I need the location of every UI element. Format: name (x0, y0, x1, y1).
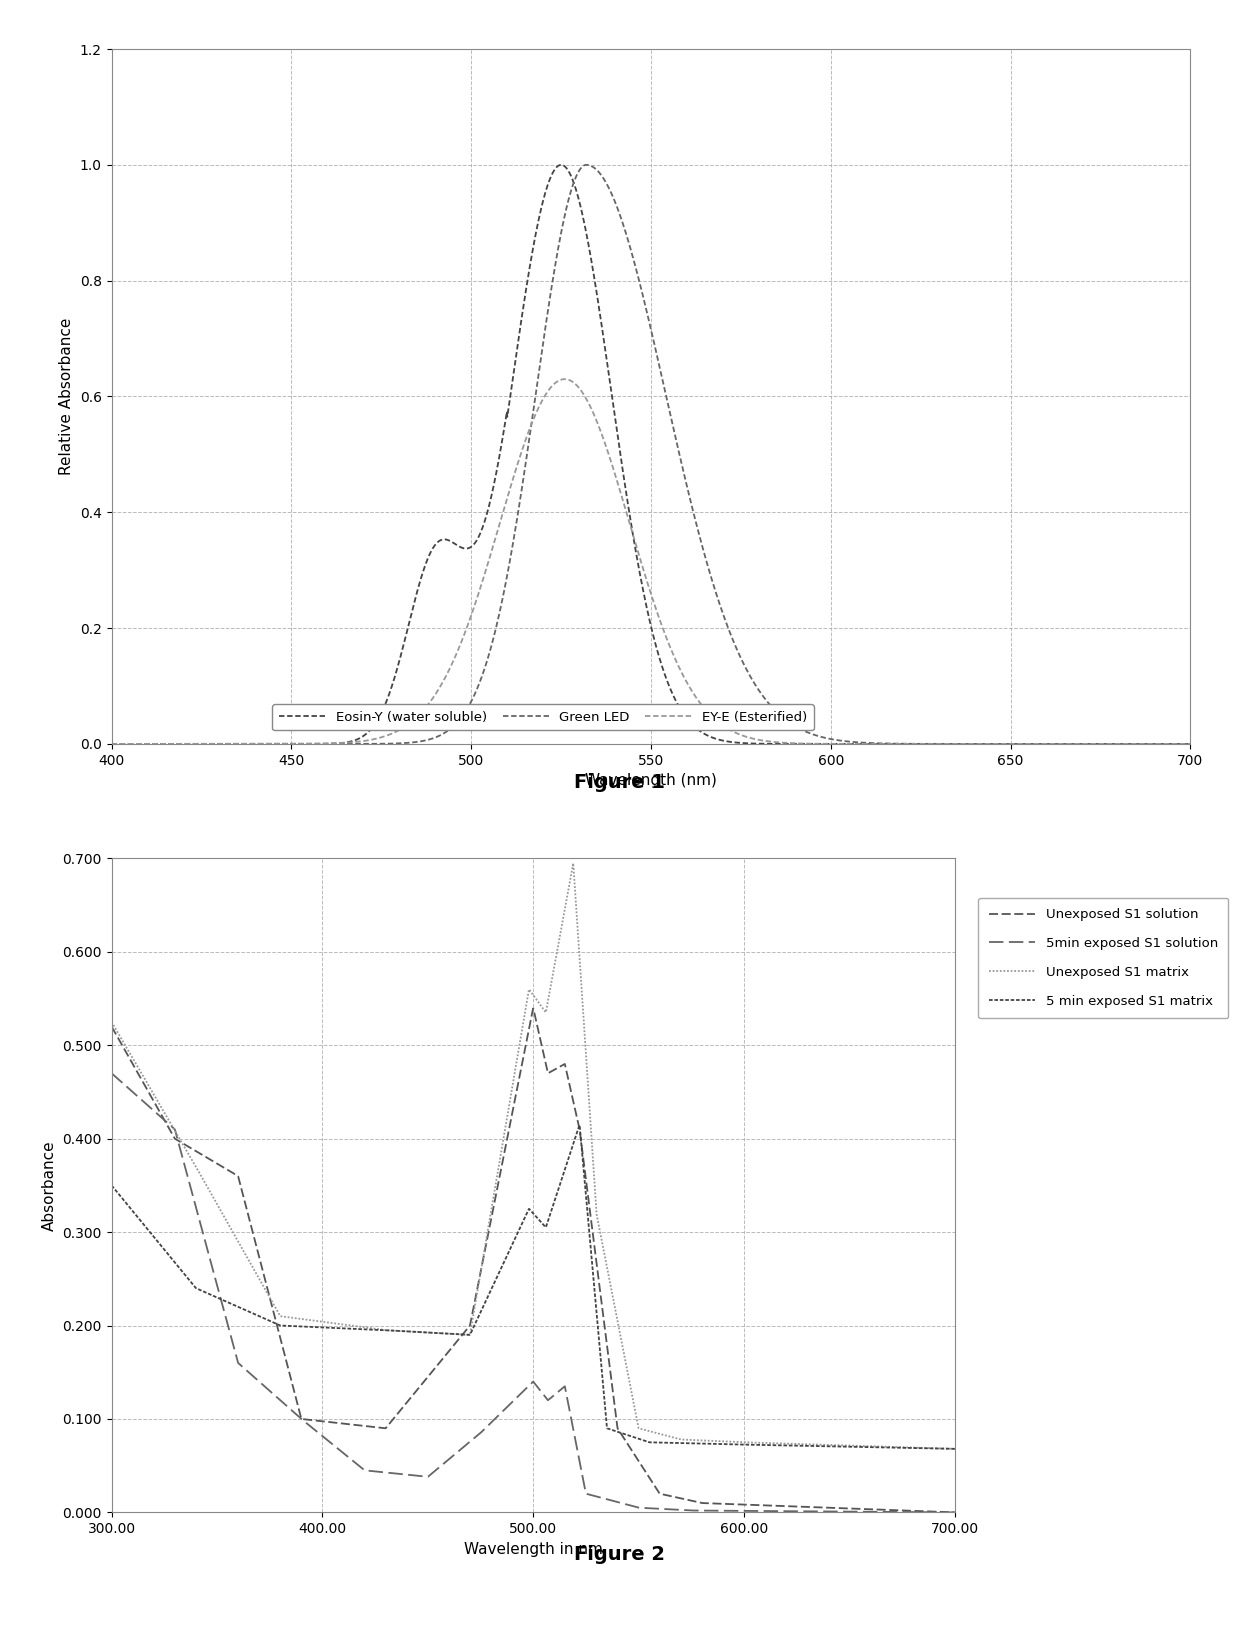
Green LED (291, 734, 306, 754)
5 min exposed S1 matrix (250, 1306, 265, 1326)
5 min exposed S1 matrix (841, 1437, 856, 1457)
Line: 5min exposed S1 solution: 5min exposed S1 solution (112, 1073, 955, 1512)
Unexposed S1 matrix (201, 1177, 216, 1197)
5min exposed S1 solution (428, 1462, 443, 1481)
Unexposed S1 solution (250, 1243, 265, 1262)
Line: Unexposed S1 matrix: Unexposed S1 matrix (112, 863, 955, 1449)
Unexposed S1 matrix (250, 1267, 265, 1287)
5min exposed S1 solution (464, 1431, 479, 1450)
Unexposed S1 matrix (104, 1012, 119, 1032)
EY-E (Esterified) (1183, 734, 1198, 754)
5min exposed S1 solution (931, 1503, 946, 1522)
Unexposed S1 matrix (464, 1316, 479, 1336)
EY-E (Esterified) (518, 432, 533, 451)
Unexposed S1 solution (464, 1308, 479, 1328)
Green LED (1162, 734, 1177, 754)
Eosin-Y (water soluble) (1183, 734, 1198, 754)
Eosin-Y (water soluble) (1162, 734, 1177, 754)
5min exposed S1 solution (250, 1370, 265, 1390)
5 min exposed S1 matrix (464, 1321, 479, 1341)
Green LED (227, 734, 242, 754)
EY-E (Esterified) (565, 371, 580, 391)
Eosin-Y (water soluble) (565, 170, 580, 190)
EY-E (Esterified) (1045, 734, 1060, 754)
Green LED (564, 178, 579, 198)
Unexposed S1 solution (526, 999, 541, 1019)
Unexposed S1 matrix (565, 853, 580, 873)
Eosin-Y (water soluble) (104, 734, 119, 754)
Line: EY-E (Esterified): EY-E (Esterified) (112, 379, 1190, 744)
Line: Green LED: Green LED (112, 165, 1190, 744)
EY-E (Esterified) (291, 734, 306, 754)
Legend: Unexposed S1 solution, 5min exposed S1 solution, Unexposed S1 matrix, 5 min expo: Unexposed S1 solution, 5min exposed S1 s… (978, 898, 1229, 1019)
EY-E (Esterified) (1162, 734, 1177, 754)
Text: Figure 2: Figure 2 (574, 1545, 666, 1565)
Green LED (1045, 734, 1060, 754)
Unexposed S1 matrix (931, 1439, 946, 1458)
EY-E (Esterified) (104, 734, 119, 754)
Green LED (579, 155, 594, 175)
Unexposed S1 solution (104, 1017, 119, 1037)
Eosin-Y (water soluble) (291, 734, 306, 754)
Unexposed S1 solution (201, 1148, 216, 1167)
Legend: Eosin-Y (water soluble), Green LED, EY-E (Esterified): Eosin-Y (water soluble), Green LED, EY-E… (273, 705, 813, 731)
X-axis label: Wavelength (nm): Wavelength (nm) (585, 773, 717, 788)
Y-axis label: Relative Absorbance: Relative Absorbance (60, 317, 74, 476)
Unexposed S1 solution (947, 1503, 962, 1522)
EY-E (Esterified) (227, 734, 242, 754)
5min exposed S1 solution (947, 1503, 962, 1522)
Unexposed S1 matrix (841, 1436, 856, 1455)
Unexposed S1 solution (931, 1503, 946, 1522)
5 min exposed S1 matrix (931, 1439, 946, 1458)
Green LED (1183, 734, 1198, 754)
5min exposed S1 solution (201, 1241, 216, 1261)
Line: Unexposed S1 solution: Unexposed S1 solution (112, 1009, 955, 1512)
5min exposed S1 solution (104, 1063, 119, 1082)
5min exposed S1 solution (839, 1503, 854, 1522)
Line: 5 min exposed S1 matrix: 5 min exposed S1 matrix (112, 1125, 955, 1449)
Unexposed S1 solution (841, 1499, 856, 1519)
Eosin-Y (water soluble) (518, 284, 533, 304)
Unexposed S1 solution (428, 1359, 443, 1378)
Y-axis label: Absorbance: Absorbance (42, 1140, 57, 1231)
Text: Figure 1: Figure 1 (574, 773, 666, 793)
5 min exposed S1 matrix (572, 1115, 587, 1135)
Unexposed S1 matrix (947, 1439, 962, 1458)
Green LED (104, 734, 119, 754)
5 min exposed S1 matrix (947, 1439, 962, 1458)
Green LED (518, 456, 533, 476)
Unexposed S1 matrix (428, 1323, 443, 1342)
Eosin-Y (water soluble) (1045, 734, 1060, 754)
5 min exposed S1 matrix (201, 1283, 216, 1303)
5 min exposed S1 matrix (428, 1323, 443, 1342)
Eosin-Y (water soluble) (227, 734, 242, 754)
X-axis label: Wavelength in nm: Wavelength in nm (464, 1542, 603, 1557)
Eosin-Y (water soluble) (554, 155, 569, 175)
EY-E (Esterified) (558, 370, 573, 389)
Line: Eosin-Y (water soluble): Eosin-Y (water soluble) (112, 165, 1190, 744)
5 min exposed S1 matrix (104, 1176, 119, 1195)
